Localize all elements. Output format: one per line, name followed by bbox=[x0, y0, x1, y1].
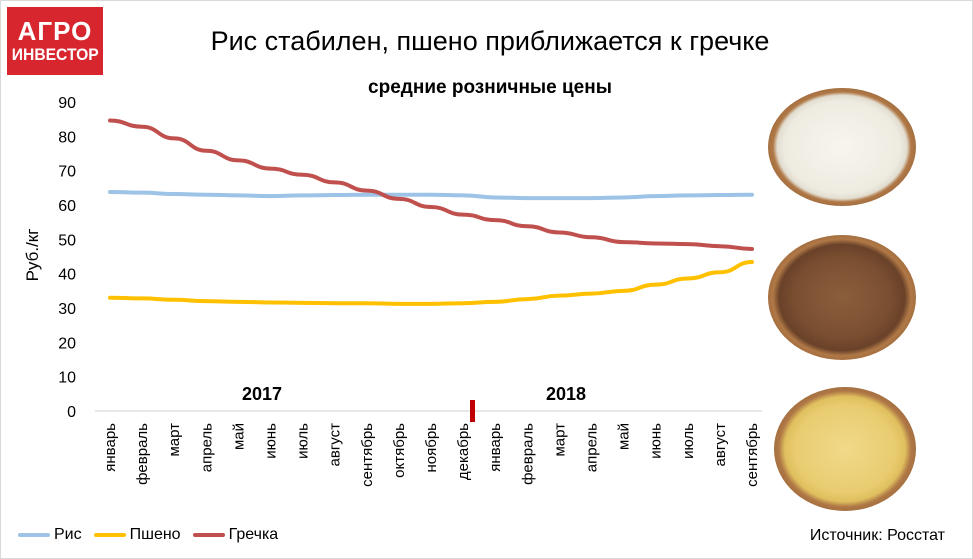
series-line-Гречка bbox=[108, 118, 754, 251]
series-line-Рис bbox=[108, 189, 754, 201]
legend-label: Пшено bbox=[129, 526, 181, 543]
y-tick-label: 10 bbox=[58, 370, 76, 387]
x-tick-label: май bbox=[616, 423, 633, 450]
buckwheat-bowl-image bbox=[768, 235, 916, 360]
x-tick-label: октябрь bbox=[391, 423, 408, 478]
legend-swatch bbox=[192, 533, 225, 537]
x-tick-label: ноябрь bbox=[423, 423, 440, 473]
x-tick-label: май bbox=[230, 423, 247, 450]
y-tick-label: 30 bbox=[58, 301, 76, 318]
x-tick-label: апрель bbox=[584, 423, 601, 472]
logo-line-2: ИНВЕСТОР bbox=[11, 45, 99, 64]
x-tick-label: апрель bbox=[198, 423, 215, 472]
year-label: 2017 bbox=[242, 384, 282, 404]
x-tick-label: июнь bbox=[648, 423, 665, 459]
chart-subtitle: средние розничные цены bbox=[368, 77, 612, 98]
y-tick-label: 20 bbox=[58, 335, 76, 352]
y-tick-label: 50 bbox=[58, 232, 76, 249]
x-tick-label: январь bbox=[487, 423, 504, 472]
x-tick-label: декабрь bbox=[455, 423, 472, 480]
millet-bowl-image bbox=[774, 387, 916, 511]
legend-item: Пшено bbox=[93, 526, 181, 544]
x-tick-label: июнь bbox=[263, 423, 280, 459]
y-tick-label: 60 bbox=[58, 198, 76, 215]
legend-label: Рис bbox=[54, 526, 82, 543]
x-tick-label: февраль bbox=[519, 423, 536, 485]
y-tick-label: 90 bbox=[58, 95, 76, 112]
agroinvestor-logo: АГРО ИНВЕСТОР bbox=[7, 7, 103, 75]
x-tick-label: март bbox=[551, 423, 568, 457]
legend-label: Гречка bbox=[228, 526, 279, 543]
x-tick-label: август bbox=[327, 423, 344, 467]
x-tick-label: июль bbox=[295, 423, 312, 459]
chart-title: Рис стабилен, пшено приближается к гречк… bbox=[210, 26, 770, 56]
x-tick-label: сентябрь bbox=[359, 423, 376, 487]
rice-bowl-image bbox=[768, 88, 916, 206]
year-label: 2018 bbox=[546, 384, 586, 404]
year-divider-marker bbox=[470, 400, 475, 422]
y-tick-label: 0 bbox=[67, 404, 76, 421]
series-line-Пшено bbox=[108, 259, 754, 306]
x-tick-label: сентябрь bbox=[744, 423, 761, 487]
x-tick-label: август bbox=[712, 423, 729, 467]
legend-item: Гречка bbox=[192, 526, 279, 544]
y-axis-label: Руб./кг bbox=[23, 229, 42, 282]
x-tick-label: февраль bbox=[134, 423, 151, 485]
y-tick-label: 40 bbox=[58, 267, 76, 284]
x-tick-label: июль bbox=[680, 423, 697, 459]
legend: Рис Пшено Гречка bbox=[18, 526, 290, 544]
x-tick-label: март bbox=[166, 423, 183, 457]
logo-line-1: АГРО bbox=[17, 16, 93, 46]
y-tick-label: 80 bbox=[58, 129, 76, 146]
legend-swatch bbox=[93, 533, 126, 537]
legend-item: Рис bbox=[18, 526, 82, 544]
x-tick-label: январь bbox=[102, 423, 119, 472]
legend-swatch bbox=[18, 533, 50, 537]
source-note: Источник: Росстат bbox=[809, 527, 945, 544]
y-tick-label: 70 bbox=[58, 164, 76, 181]
